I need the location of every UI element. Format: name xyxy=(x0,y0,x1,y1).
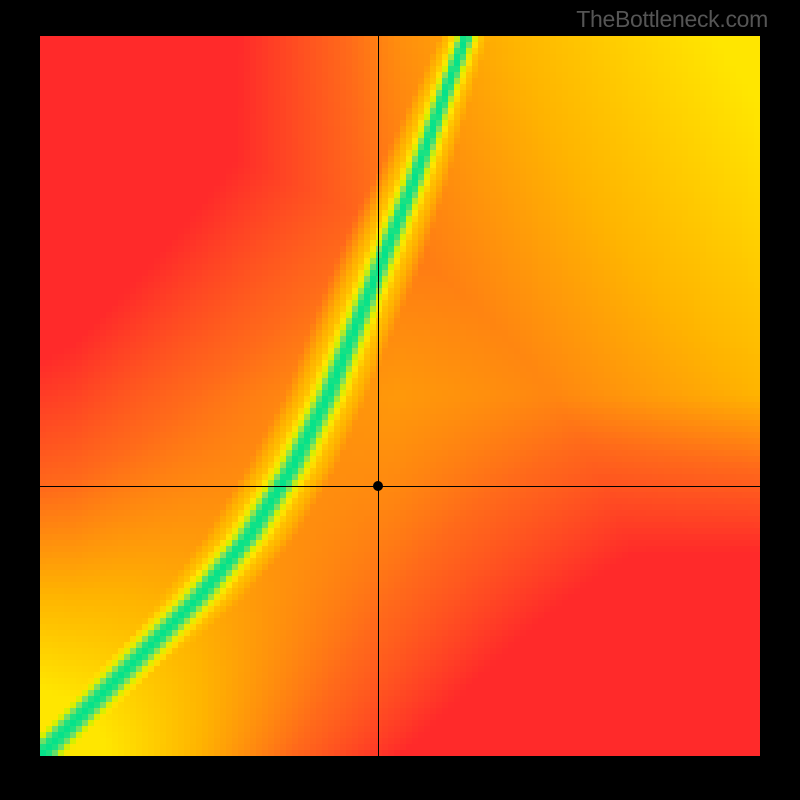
heatmap-plot xyxy=(40,36,760,756)
chart-container: TheBottleneck.com xyxy=(0,0,800,800)
watermark-text: TheBottleneck.com xyxy=(576,6,768,33)
crosshair-vertical xyxy=(378,36,379,756)
crosshair-horizontal xyxy=(40,486,760,487)
heatmap-canvas xyxy=(40,36,760,756)
crosshair-marker-dot xyxy=(373,481,383,491)
